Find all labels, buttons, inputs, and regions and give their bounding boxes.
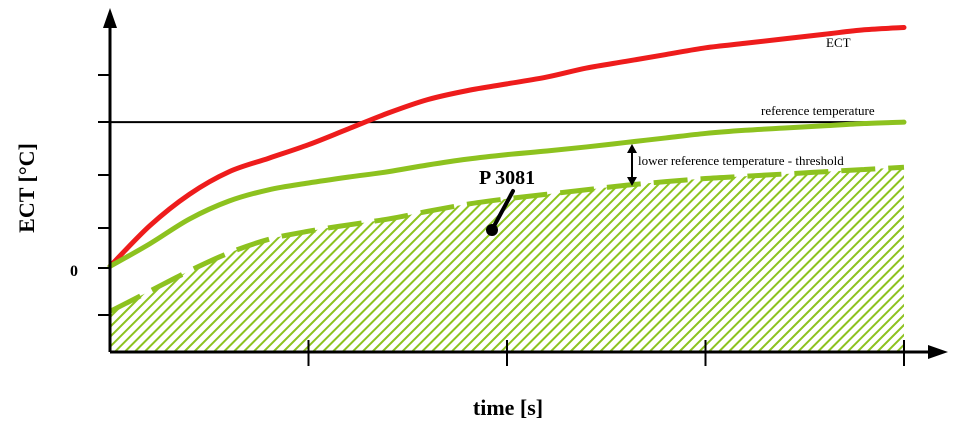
threshold-label: lower reference temperature - threshold <box>638 153 844 168</box>
ect-line <box>107 25 907 269</box>
y-axis-title: ECT [°C] <box>14 143 39 233</box>
x-axis-arrowhead <box>928 345 948 359</box>
ect-series-label: ECT <box>826 35 851 50</box>
threshold-gap-arrowhead-bottom <box>627 177 637 186</box>
threshold-hatch-area <box>110 167 904 352</box>
lower-reference-temperature-threshold-line <box>108 164 905 314</box>
series-layer <box>107 25 907 314</box>
y-zero-tick-label: 0 <box>70 263 78 280</box>
x-axis-title: time [s] <box>473 395 543 420</box>
axes-layer <box>98 8 948 366</box>
series-2-line <box>107 119 907 269</box>
threshold-gap-arrowhead-top <box>627 144 637 153</box>
y-axis-arrowhead <box>103 8 117 28</box>
fault-code-pointer-dot <box>486 224 498 236</box>
hatch-area-layer <box>110 167 904 352</box>
fault-code-label: P 3081 <box>479 167 535 189</box>
reference-temperature-label: reference temperature <box>761 103 875 118</box>
fault-code-pointer <box>491 189 515 230</box>
annotation-layer <box>486 144 637 236</box>
